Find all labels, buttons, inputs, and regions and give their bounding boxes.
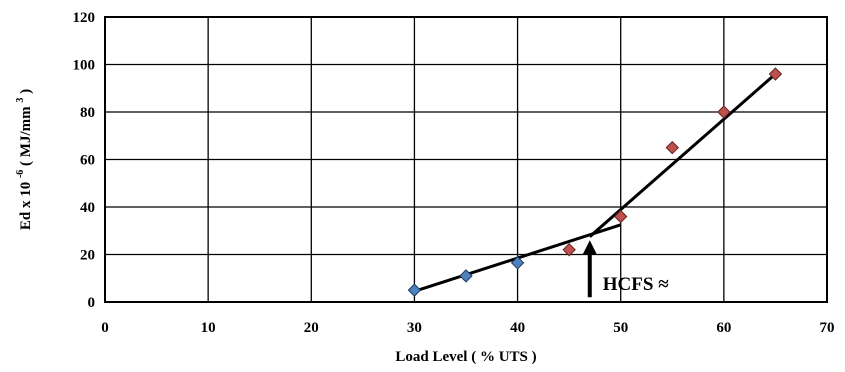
x-tick-labels: 0 10 20 30 40 50 60 70 (101, 320, 834, 336)
y-axis-title: Ed x 10 -6 ( MJ/mm 3 ) (11, 89, 34, 230)
plot-frame (104, 16, 828, 303)
x-tick-label: 20 (304, 320, 319, 336)
y-axis-title-unit-open: ( MJ/mm (18, 106, 34, 166)
x-tick-label: 30 (407, 320, 422, 336)
data-points (407, 67, 783, 297)
data-point-series-2 (562, 243, 576, 257)
x-tick-label: 70 (820, 320, 835, 336)
y-tick-label: 120 (73, 10, 96, 26)
data-point-series-2 (717, 105, 731, 119)
x-tick-label: 60 (716, 320, 731, 336)
data-point-series-1 (459, 269, 473, 283)
x-tick-label: 50 (613, 320, 628, 336)
y-tick-labels: 0 20 40 60 80 100 120 (73, 10, 96, 311)
x-tick-label: 10 (201, 320, 216, 336)
data-point-series-2 (614, 209, 628, 224)
data-point-series-1 (510, 256, 525, 270)
y-tick-label: 40 (80, 200, 95, 216)
y-axis-title-base: Ed x 10 (18, 182, 34, 230)
y-axis-title-unit-close: ) (18, 89, 34, 94)
hcfs-annotation: HCFS ≈ (582, 240, 669, 298)
y-tick-label: 0 (88, 295, 96, 311)
hcfs-arrow-head (582, 240, 597, 255)
data-point-series-1 (407, 283, 422, 297)
trend-lines (413, 72, 777, 293)
x-tick-label: 0 (101, 320, 109, 336)
trend-line-2 (588, 72, 777, 238)
y-tick-label: 100 (73, 58, 96, 74)
y-tick-label: 60 (80, 153, 95, 169)
data-point-series-2 (768, 67, 783, 81)
y-tick-label: 80 (80, 105, 95, 121)
data-point-series-2 (665, 140, 679, 155)
y-axis-title-unit-exponent: 3 (15, 98, 26, 103)
y-tick-label: 20 (80, 248, 95, 264)
hcfs-label: HCFS ≈ (603, 274, 669, 295)
gridlines (104, 16, 828, 303)
x-tick-label: 40 (510, 320, 525, 336)
y-axis-title-exponent: -6 (15, 170, 26, 178)
x-axis-title: Load Level ( % UTS ) (395, 349, 536, 365)
